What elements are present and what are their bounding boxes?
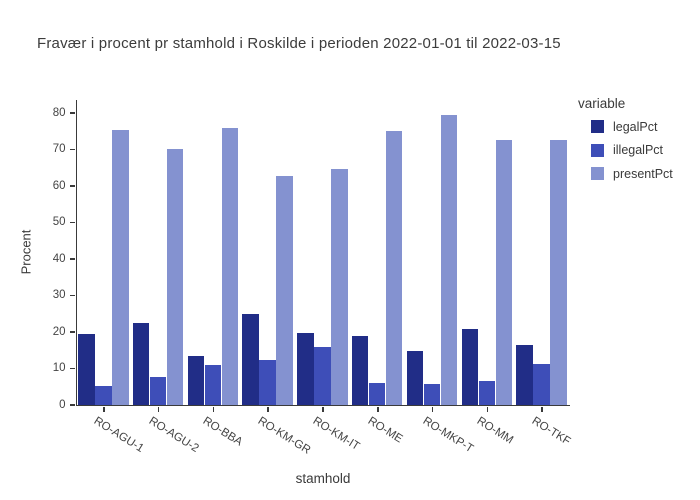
y-tick-mark xyxy=(69,221,75,224)
bar-group-RO-AGU-1 xyxy=(78,129,129,405)
x-tick-mark xyxy=(377,406,379,412)
y-axis-title: Procent xyxy=(18,229,34,275)
bar-group-RO-KM-GR xyxy=(242,175,293,405)
legend-item-presentPct[interactable]: presentPct xyxy=(578,162,673,186)
bar-illegalPct-RO-MKP-T xyxy=(423,384,441,405)
bar-presentPct-RO-MKP-T xyxy=(440,114,458,405)
x-tick-mark xyxy=(157,406,160,412)
x-tick-label-RO-MM: RO-MM xyxy=(474,415,516,447)
y-tick-mark xyxy=(69,294,75,297)
y-tick-label: 80 xyxy=(52,106,66,119)
bar-presentPct-RO-AGU-2 xyxy=(166,149,184,405)
bar-legalPct-RO-KM-GR xyxy=(242,314,259,405)
bar-illegalPct-RO-AGU-1 xyxy=(95,386,112,405)
bar-presentPct-RO-AGU-1 xyxy=(112,129,129,405)
legend-swatch-illegalPct xyxy=(591,143,604,157)
y-tick-mark xyxy=(69,404,75,406)
x-tick-mark xyxy=(486,406,489,412)
legend-title: variable xyxy=(578,96,626,111)
legend-swatch-presentPct xyxy=(591,167,604,181)
x-tick-label-RO-ME: RO-ME xyxy=(365,415,405,446)
x-tick-mark xyxy=(103,406,105,412)
bar-group-RO-KM-IT xyxy=(297,169,348,405)
bar-illegalPct-RO-KM-IT xyxy=(314,347,331,405)
x-tick-label-RO-AGU-2: RO-AGU-2 xyxy=(146,415,201,455)
bar-illegalPct-RO-KM-GR xyxy=(259,360,276,405)
bar-legalPct-RO-MM xyxy=(461,328,479,405)
x-tick-label-RO-KM-IT: RO-KM-IT xyxy=(310,415,362,453)
bar-group-RO-ME xyxy=(351,131,403,405)
legend-label-presentPct: presentPct xyxy=(613,166,673,181)
chart-title: Fravær i procent pr stamhold i Roskilde … xyxy=(37,35,561,52)
bar-legalPct-RO-ME xyxy=(351,335,369,405)
x-tick-label-RO-AGU-1: RO-AGU-1 xyxy=(91,415,146,455)
y-tick-label: 50 xyxy=(52,216,66,229)
bar-presentPct-RO-MM xyxy=(495,140,513,405)
bar-group-RO-BBA xyxy=(187,128,239,405)
legend-swatch-legalPct xyxy=(591,120,604,134)
bar-presentPct-RO-TKF xyxy=(550,140,567,405)
y-tick-label: 10 xyxy=(52,362,66,375)
x-tick-label-RO-TKF: RO-TKF xyxy=(529,415,573,448)
legend: variable legalPct illegalPct presentPct xyxy=(578,96,673,186)
x-axis-title: stamhold xyxy=(295,471,351,486)
legend-items: legalPct illegalPct presentPct xyxy=(578,115,673,186)
legend-label-illegalPct: illegalPct xyxy=(613,143,664,158)
bar-legalPct-RO-TKF xyxy=(516,345,533,405)
bar-presentPct-RO-ME xyxy=(385,131,403,405)
y-tick-mark xyxy=(69,258,75,260)
x-tick-mark xyxy=(431,406,434,412)
bar-legalPct-RO-KM-IT xyxy=(297,333,314,405)
bar-presentPct-RO-KM-GR xyxy=(276,175,293,405)
bar-legalPct-RO-AGU-1 xyxy=(78,334,95,405)
bar-illegalPct-RO-TKF xyxy=(533,364,550,405)
y-tick-label: 20 xyxy=(52,325,66,338)
bar-illegalPct-RO-MM xyxy=(478,380,496,405)
y-tick-mark xyxy=(69,148,75,151)
y-tick-label: 0 xyxy=(59,399,66,411)
y-tick-label: 60 xyxy=(52,179,66,192)
x-tick-label-RO-MKP-T: RO-MKP-T xyxy=(420,415,475,456)
plot-area: 0 10 20 30 40 50 60 70 80 RO-AGU-1 RO-AGU-2 RO-BBA R… xyxy=(53,100,572,457)
bar-group-RO-MKP-T xyxy=(406,114,458,405)
x-tick-mark xyxy=(212,406,215,412)
legend-item-legalPct[interactable]: legalPct xyxy=(578,115,673,139)
bar-illegalPct-RO-AGU-2 xyxy=(149,377,167,405)
bar-presentPct-RO-BBA xyxy=(221,128,239,405)
y-tick-mark xyxy=(69,367,75,370)
bar-presentPct-RO-KM-IT xyxy=(331,169,348,405)
y-tick-mark xyxy=(69,331,75,333)
bar-group-RO-TKF xyxy=(516,140,567,405)
y-tick-label: 40 xyxy=(52,252,66,265)
x-tick-label-RO-KM-GR: RO-KM-GR xyxy=(255,415,313,457)
y-tick-label: 30 xyxy=(52,289,66,302)
bar-group-RO-MM xyxy=(461,140,513,405)
bar-legalPct-RO-AGU-2 xyxy=(132,323,150,405)
bar-legalPct-RO-MKP-T xyxy=(406,350,424,405)
bar-legalPct-RO-BBA xyxy=(187,356,205,405)
x-tick-mark xyxy=(541,406,543,412)
x-tick-mark xyxy=(267,406,269,412)
bar-illegalPct-RO-ME xyxy=(368,382,386,405)
y-tick-mark xyxy=(69,185,75,187)
y-tick-label: 70 xyxy=(52,143,66,156)
x-tick-label-RO-BBA: RO-BBA xyxy=(201,415,245,449)
y-tick-mark xyxy=(69,112,75,114)
x-tick-mark xyxy=(322,406,324,412)
legend-item-illegalPct[interactable]: illegalPct xyxy=(578,139,673,163)
bar-illegalPct-RO-BBA xyxy=(204,365,222,405)
bar-group-RO-AGU-2 xyxy=(132,149,184,405)
legend-label-legalPct: legalPct xyxy=(613,119,658,134)
